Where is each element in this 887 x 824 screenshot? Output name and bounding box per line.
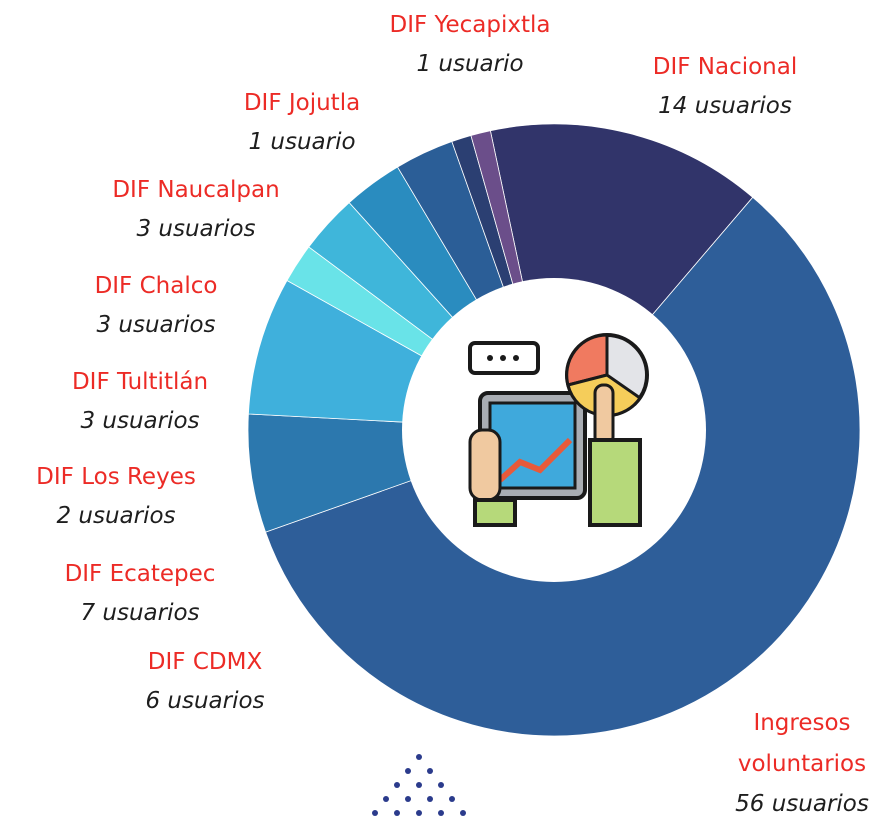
category-name: DIF Ecatepec (64, 561, 216, 587)
slice-label: Ingresos voluntarios 56 usuarios (717, 703, 887, 824)
slice-label: DIF Nacional 14 usuarios (653, 48, 798, 126)
value-label: 2 usuarios (56, 503, 176, 529)
center-icon (468, 333, 649, 527)
slice-label: DIF Chalco 3 usuarios (95, 267, 218, 345)
value-label: 1 usuario (248, 129, 356, 155)
value-label: 3 usuarios (136, 216, 256, 242)
category-name: DIF Tultitlán (71, 369, 209, 395)
slice-label: DIF Tultitlán 3 usuarios (72, 363, 208, 441)
slice-label: DIF Naucalpan 3 usuarios (112, 171, 279, 249)
slice-label: DIF Ecatepec 7 usuarios (65, 555, 216, 633)
slice-label: DIF Los Reyes 2 usuarios (36, 458, 196, 536)
value-label: 1 usuario (416, 51, 524, 77)
value-label: 7 usuarios (80, 600, 200, 626)
value-label: 3 usuarios (80, 408, 200, 434)
category-name: DIF Los Reyes (36, 464, 196, 490)
value-label: 3 usuarios (96, 312, 216, 338)
category-name: DIF Naucalpan (112, 177, 280, 203)
category-name: Ingresos voluntarios (737, 710, 867, 777)
decoration-dots (372, 754, 466, 816)
category-name: DIF Nacional (652, 54, 798, 80)
value-label: 14 usuarios (658, 93, 792, 119)
slice-label: DIF CDMX 6 usuarios (145, 643, 264, 721)
category-name: DIF CDMX (147, 649, 263, 675)
value-label: 6 usuarios (145, 688, 265, 714)
slice-label: DIF Jojutla 1 usuario (244, 84, 360, 162)
category-name: DIF Chalco (94, 273, 218, 299)
category-name: DIF Jojutla (243, 90, 361, 116)
category-name: DIF Yecapixtla (389, 12, 551, 38)
value-label: 56 usuarios (735, 791, 869, 817)
slice-label: DIF Yecapixtla 1 usuario (389, 6, 550, 84)
